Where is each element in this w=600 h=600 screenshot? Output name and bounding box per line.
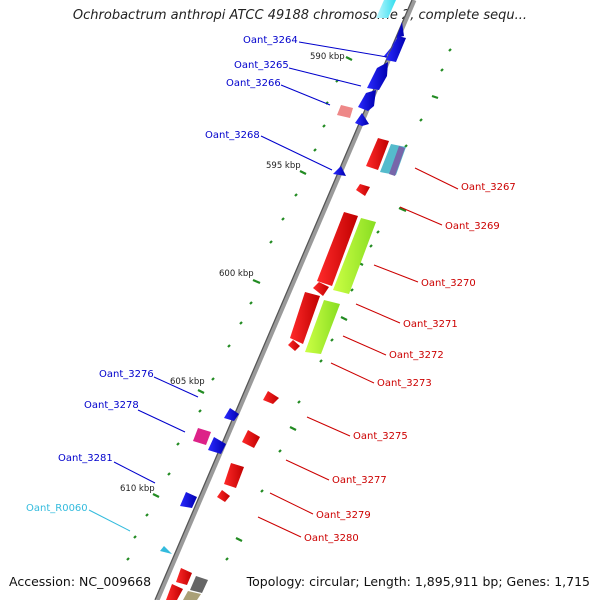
gene-oant-3276[interactable] <box>224 408 239 421</box>
gene-oant-3268[interactable] <box>333 166 346 176</box>
scale-label: 595 kbp <box>266 161 301 171</box>
gene-label[interactable]: Oant_3275 <box>353 431 408 442</box>
gene-oant-3272[interactable] <box>290 292 320 344</box>
gene-red-bottom-1[interactable] <box>176 568 192 585</box>
gene-red-bottom-2[interactable] <box>166 584 183 600</box>
gene-pink[interactable] <box>337 105 353 118</box>
gene-oant-3270-green[interactable] <box>333 218 376 294</box>
gene-label[interactable]: Oant_3269 <box>445 221 500 232</box>
scale-label: 600 kbp <box>219 269 254 279</box>
gene-oant-3275[interactable] <box>263 391 279 404</box>
gene-label[interactable]: Oant_3271 <box>403 319 458 330</box>
gene-label[interactable]: Oant_3266 <box>226 78 281 89</box>
gene-oant-3264-body[interactable] <box>386 36 406 62</box>
gene-magenta[interactable] <box>193 428 211 445</box>
gene-label[interactable]: Oant_3265 <box>234 60 289 71</box>
map-title: Ochrobactrum anthropi ATCC 49188 chromos… <box>72 8 528 23</box>
gene-oant-r0060[interactable] <box>160 546 172 554</box>
gene-label[interactable]: Oant_3268 <box>205 130 260 141</box>
gene-label[interactable]: Oant_3273 <box>377 378 432 389</box>
gene-olive-bottom[interactable] <box>183 591 201 600</box>
gene-label[interactable]: Oant_3264 <box>243 35 298 46</box>
reverse-genes[interactable] <box>166 138 406 600</box>
gene-label[interactable]: Oant_3278 <box>84 400 139 411</box>
gene-oant-3273[interactable] <box>288 340 300 351</box>
gene-oant-3270[interactable] <box>317 212 358 286</box>
scale-label: 590 kbp <box>310 52 345 62</box>
gene-oant-3263[interactable] <box>376 0 396 18</box>
gene-oant-3269[interactable] <box>356 184 370 196</box>
scale-label: 610 kbp <box>120 484 155 494</box>
accession-text: Accession: NC_009668 <box>9 574 152 589</box>
gene-label[interactable]: Oant_3281 <box>58 453 113 464</box>
gene-grey-bottom[interactable] <box>190 576 208 593</box>
leader-lines-left <box>88 41 388 532</box>
gene-oant-3277[interactable] <box>242 430 260 448</box>
gene-label[interactable]: Oant_3280 <box>304 533 359 544</box>
gene-label[interactable]: Oant_3272 <box>389 350 444 361</box>
genome-summary-text: Topology: circular; Length: 1,895,911 bp… <box>246 574 590 589</box>
gene-oant-3265[interactable] <box>367 62 388 90</box>
gene-oant-3272-green[interactable] <box>305 300 340 354</box>
gene-oant-3278[interactable] <box>208 437 226 454</box>
gene-oant-3267-purple[interactable] <box>389 146 405 176</box>
gene-label[interactable]: Oant_3276 <box>99 369 154 380</box>
chromosome-backbone <box>154 0 417 600</box>
gene-oant-3264[interactable] <box>384 22 404 58</box>
gene-label[interactable]: Oant_3270 <box>421 278 476 289</box>
scale-label: 605 kbp <box>170 377 205 387</box>
gene-label[interactable]: Oant_3277 <box>332 475 387 486</box>
gene-oant-3280[interactable] <box>217 490 230 502</box>
scale-ticks-inner <box>126 56 353 561</box>
gene-label[interactable]: Oant_3279 <box>316 510 371 521</box>
gene-oant-3271[interactable] <box>313 282 329 296</box>
gene-label[interactable]: Oant_R0060 <box>26 503 88 514</box>
gene-oant-3267[interactable] <box>366 138 389 170</box>
gene-label[interactable]: Oant_3267 <box>461 182 516 193</box>
chromosome-backbone-shadow <box>154 0 413 600</box>
leader-lines-right <box>257 167 459 538</box>
gene-oant-3279[interactable] <box>224 463 244 488</box>
gene-oant-3266[interactable] <box>358 90 376 111</box>
forward-genes[interactable] <box>160 0 406 554</box>
gene-oant-3281[interactable] <box>180 492 197 508</box>
gene-oant-3266b[interactable] <box>355 113 369 126</box>
